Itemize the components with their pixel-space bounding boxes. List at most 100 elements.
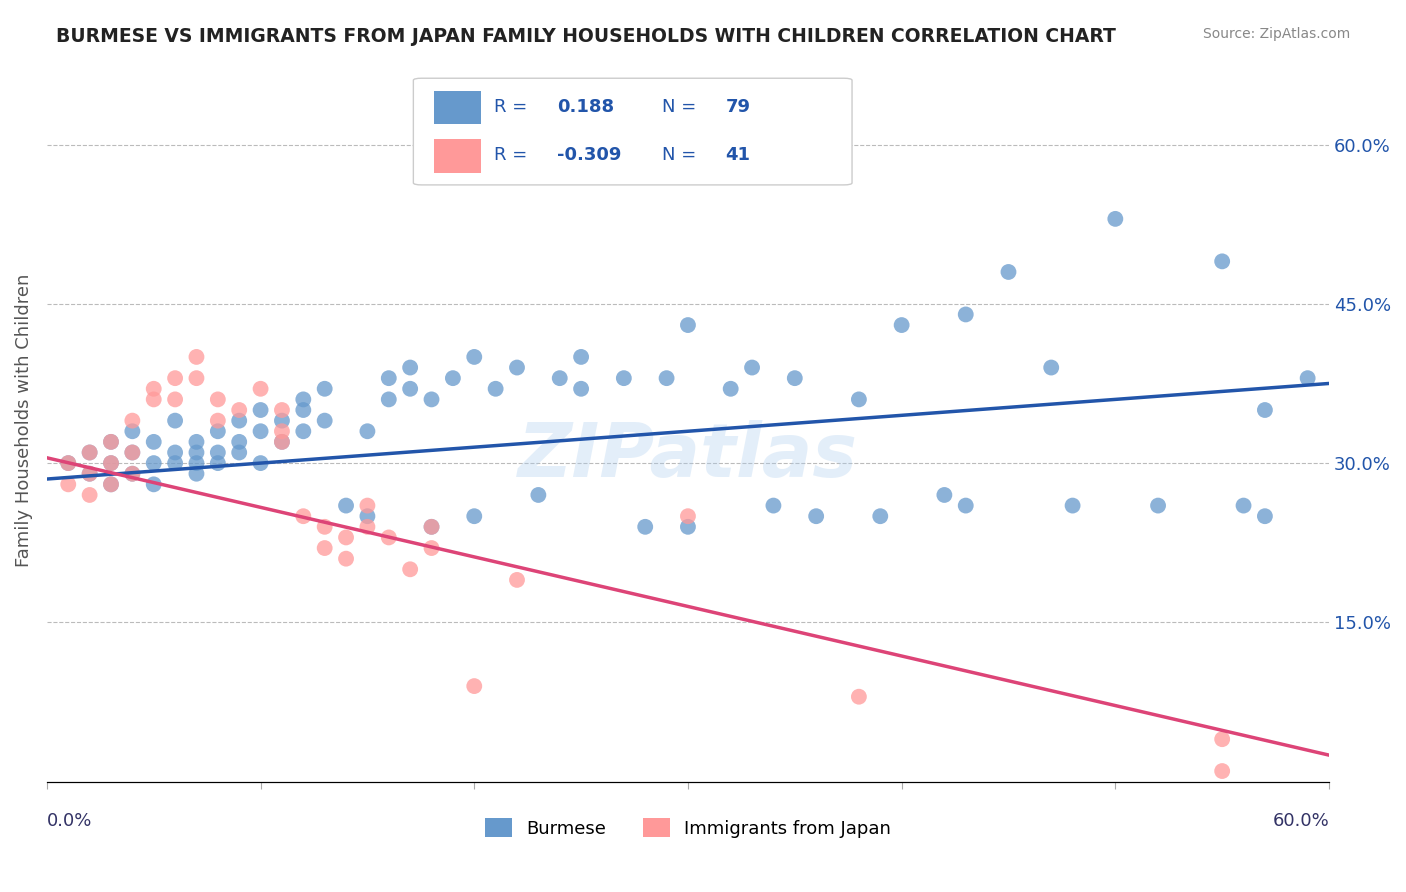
Point [121,445,143,459]
Text: ZIPatlas: ZIPatlas [517,420,858,493]
Point [249,424,271,438]
Point [399,382,422,396]
Point [1232,499,1254,513]
Point [569,382,592,396]
Point [207,414,229,428]
Point [420,541,443,555]
Point [420,520,443,534]
Point [420,392,443,407]
Point [569,350,592,364]
Point [955,499,977,513]
Point [720,382,742,396]
Point [1211,732,1233,747]
Point [186,434,208,449]
Point [613,371,636,385]
Point [79,488,101,502]
Text: R =: R = [494,98,533,116]
Point [186,350,208,364]
Point [271,434,294,449]
Text: Source: ZipAtlas.com: Source: ZipAtlas.com [1202,27,1350,41]
Point [676,318,699,332]
Point [228,445,250,459]
Point [249,403,271,417]
Point [655,371,678,385]
Text: BURMESE VS IMMIGRANTS FROM JAPAN FAMILY HOUSEHOLDS WITH CHILDREN CORRELATION CHA: BURMESE VS IMMIGRANTS FROM JAPAN FAMILY … [56,27,1116,45]
Point [142,392,165,407]
Point [676,509,699,524]
Point [271,403,294,417]
Point [314,541,336,555]
Point [1254,403,1277,417]
Point [1062,499,1084,513]
Point [848,690,870,704]
Point [100,434,122,449]
Point [1040,360,1063,375]
Point [249,382,271,396]
Y-axis label: Family Households with Children: Family Households with Children [15,274,32,567]
Text: 0.188: 0.188 [557,98,614,116]
Point [142,382,165,396]
Bar [434,91,481,124]
Point [804,509,827,524]
Point [58,456,80,470]
Point [292,509,315,524]
Point [186,467,208,481]
Text: R =: R = [494,146,533,164]
Point [100,477,122,491]
Point [228,414,250,428]
Point [441,371,464,385]
Text: N =: N = [662,146,702,164]
Text: 60.0%: 60.0% [1272,813,1329,830]
Point [121,467,143,481]
Point [186,371,208,385]
Point [165,414,187,428]
Point [1211,764,1233,778]
Text: 41: 41 [725,146,751,164]
Point [955,308,977,322]
Point [506,360,529,375]
Point [378,531,401,545]
Point [527,488,550,502]
Point [848,392,870,407]
Point [335,551,357,566]
Point [1211,254,1233,268]
Point [1296,371,1319,385]
Point [1147,499,1170,513]
Point [378,371,401,385]
Text: 0.0%: 0.0% [46,813,93,830]
Bar [434,139,481,173]
Point [165,392,187,407]
Point [100,434,122,449]
Point [79,467,101,481]
Point [378,392,401,407]
Point [506,573,529,587]
Point [121,414,143,428]
Point [890,318,912,332]
Point [335,531,357,545]
Point [314,520,336,534]
Point [292,403,315,417]
Point [1254,509,1277,524]
Point [314,382,336,396]
Point [79,467,101,481]
Point [100,477,122,491]
Point [186,456,208,470]
Point [869,509,891,524]
Point [142,477,165,491]
Point [783,371,806,385]
Point [207,392,229,407]
Point [463,350,485,364]
Point [207,445,229,459]
Point [335,499,357,513]
Point [271,424,294,438]
Text: N =: N = [662,98,702,116]
Point [100,456,122,470]
Point [1104,211,1126,226]
Point [548,371,571,385]
Point [165,371,187,385]
Point [399,562,422,576]
Point [207,456,229,470]
Text: 79: 79 [725,98,751,116]
Point [165,445,187,459]
Point [228,403,250,417]
